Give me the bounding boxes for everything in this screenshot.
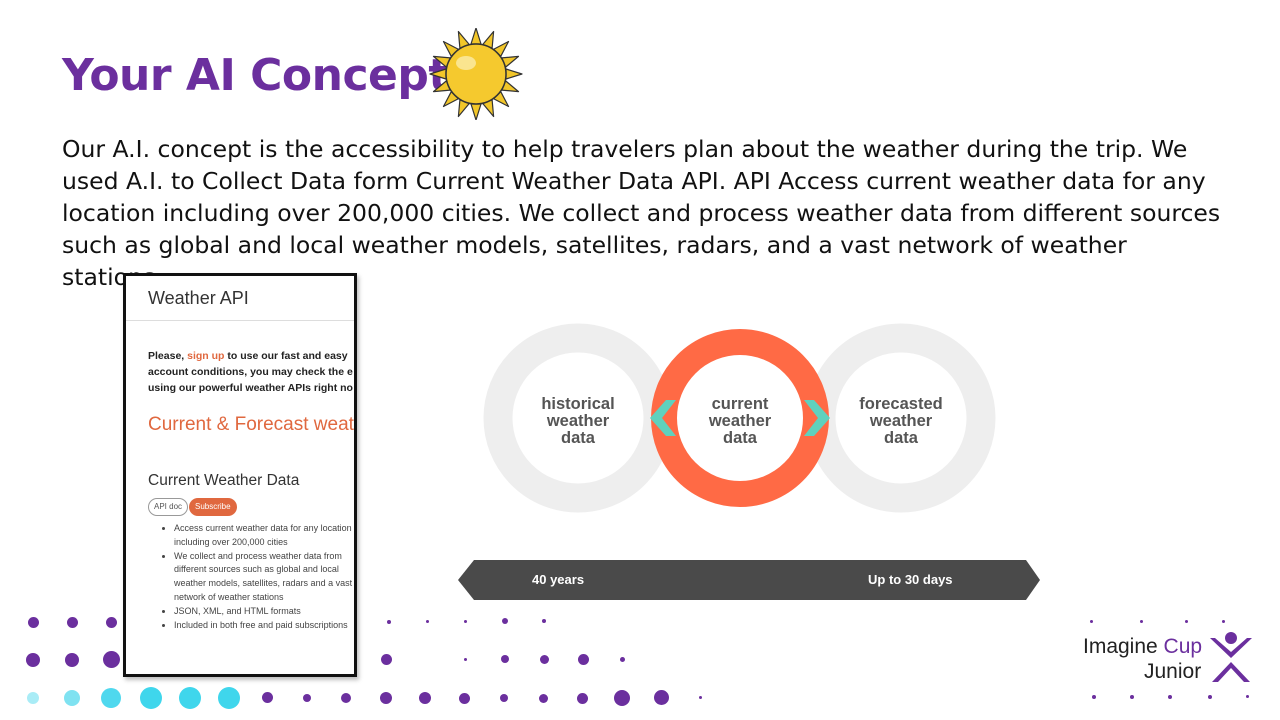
dot bbox=[539, 694, 548, 703]
list-item: Included in both free and paid subscript… bbox=[174, 619, 354, 633]
dot bbox=[540, 655, 549, 664]
signup-link[interactable]: sign up bbox=[187, 350, 225, 362]
label-line: forecasted bbox=[859, 395, 943, 413]
logo-word-imagine: Imagine bbox=[1083, 635, 1164, 658]
dot bbox=[381, 654, 392, 665]
list-item: Access current weather data for any loca… bbox=[174, 522, 354, 550]
historical-data-label: historical weather data bbox=[513, 396, 643, 447]
dot bbox=[577, 693, 588, 704]
logo-word-cup: Cup bbox=[1163, 635, 1203, 658]
concept-description: Our A.I. concept is the accessibility to… bbox=[62, 135, 1221, 291]
dot bbox=[26, 653, 40, 667]
current-weather-heading: Current Weather Data bbox=[148, 472, 300, 489]
dot bbox=[106, 617, 117, 628]
label-line: historical bbox=[541, 395, 615, 413]
logo-line-1: Imagine Cup bbox=[1083, 635, 1202, 659]
dot bbox=[1168, 695, 1172, 699]
dot bbox=[262, 692, 273, 703]
label-line: weather bbox=[708, 412, 772, 430]
dot bbox=[614, 690, 630, 706]
dot bbox=[620, 657, 625, 662]
dot bbox=[341, 693, 351, 703]
dot bbox=[179, 687, 201, 709]
dot bbox=[28, 617, 39, 628]
intro-line-2: account conditions, you may check the e bbox=[148, 366, 353, 378]
intro-prefix: Please, bbox=[148, 350, 188, 362]
dot bbox=[1130, 695, 1134, 699]
dot bbox=[1092, 695, 1096, 699]
weather-api-title: Weather API bbox=[148, 288, 249, 308]
weather-data-diagram: historical weather data current weather … bbox=[440, 300, 1060, 610]
forecasted-data-label: forecasted weather data bbox=[836, 396, 966, 447]
imagine-cup-figure-icon bbox=[1210, 632, 1252, 682]
divider bbox=[126, 320, 354, 321]
dot bbox=[140, 687, 162, 709]
dot bbox=[27, 692, 39, 704]
dot bbox=[303, 694, 311, 702]
api-doc-button[interactable]: API doc bbox=[148, 498, 189, 516]
logo-line-2: Junior bbox=[1144, 660, 1202, 683]
dot bbox=[67, 617, 78, 628]
list-item: JSON, XML, and HTML formats bbox=[174, 605, 354, 619]
dot bbox=[1246, 695, 1249, 698]
band-label-right: Up to 30 days bbox=[868, 572, 953, 587]
intro-line-3: using our powerful weather APIs right no bbox=[148, 382, 353, 394]
timeline-band bbox=[458, 560, 1040, 600]
label-line: weather bbox=[546, 412, 610, 430]
dot bbox=[464, 620, 467, 623]
section-heading: Current & Forecast weat bbox=[148, 414, 354, 435]
dot bbox=[542, 619, 546, 623]
dot bbox=[387, 620, 391, 624]
intro-suffix: to use our fast and easy bbox=[224, 350, 348, 362]
dot bbox=[464, 658, 467, 661]
label-line: current bbox=[711, 395, 769, 413]
dot bbox=[64, 690, 80, 706]
dot bbox=[1208, 695, 1212, 699]
label-line: data bbox=[561, 429, 595, 447]
current-data-label: current weather data bbox=[675, 396, 805, 447]
list-item: We collect and process weather data from… bbox=[174, 550, 354, 605]
dot bbox=[699, 696, 702, 699]
label-line: weather bbox=[869, 412, 933, 430]
dot bbox=[103, 651, 120, 668]
current-ring bbox=[651, 329, 829, 507]
sun-icon bbox=[429, 28, 523, 120]
slide-title: Your AI Concept bbox=[62, 50, 449, 101]
chevron-left-icon bbox=[650, 400, 676, 436]
dot bbox=[1140, 620, 1143, 623]
feature-list: Access current weather data for any loca… bbox=[148, 522, 354, 633]
weather-api-screenshot: Weather API Please, sign up to use our f… bbox=[123, 273, 357, 677]
dot bbox=[426, 620, 429, 623]
diagram-graphic bbox=[458, 323, 1040, 600]
dot bbox=[218, 687, 240, 709]
label-line: data bbox=[884, 429, 918, 447]
dot bbox=[1185, 620, 1188, 623]
dot bbox=[65, 653, 79, 667]
dot bbox=[419, 692, 431, 704]
chevron-right-icon bbox=[804, 400, 830, 436]
dot bbox=[500, 694, 508, 702]
dot bbox=[578, 654, 589, 665]
dot bbox=[1090, 620, 1093, 623]
signup-paragraph: Please, sign up to use our fast and easy… bbox=[148, 348, 354, 396]
dot bbox=[501, 655, 509, 663]
dot bbox=[1222, 620, 1225, 623]
subscribe-button[interactable]: Subscribe bbox=[189, 498, 237, 516]
dot bbox=[502, 618, 508, 624]
dot bbox=[459, 693, 470, 704]
label-line: data bbox=[723, 429, 757, 447]
dot bbox=[654, 690, 669, 705]
dot bbox=[101, 688, 121, 708]
dot bbox=[380, 692, 392, 704]
band-label-left: 40 years bbox=[532, 572, 585, 587]
